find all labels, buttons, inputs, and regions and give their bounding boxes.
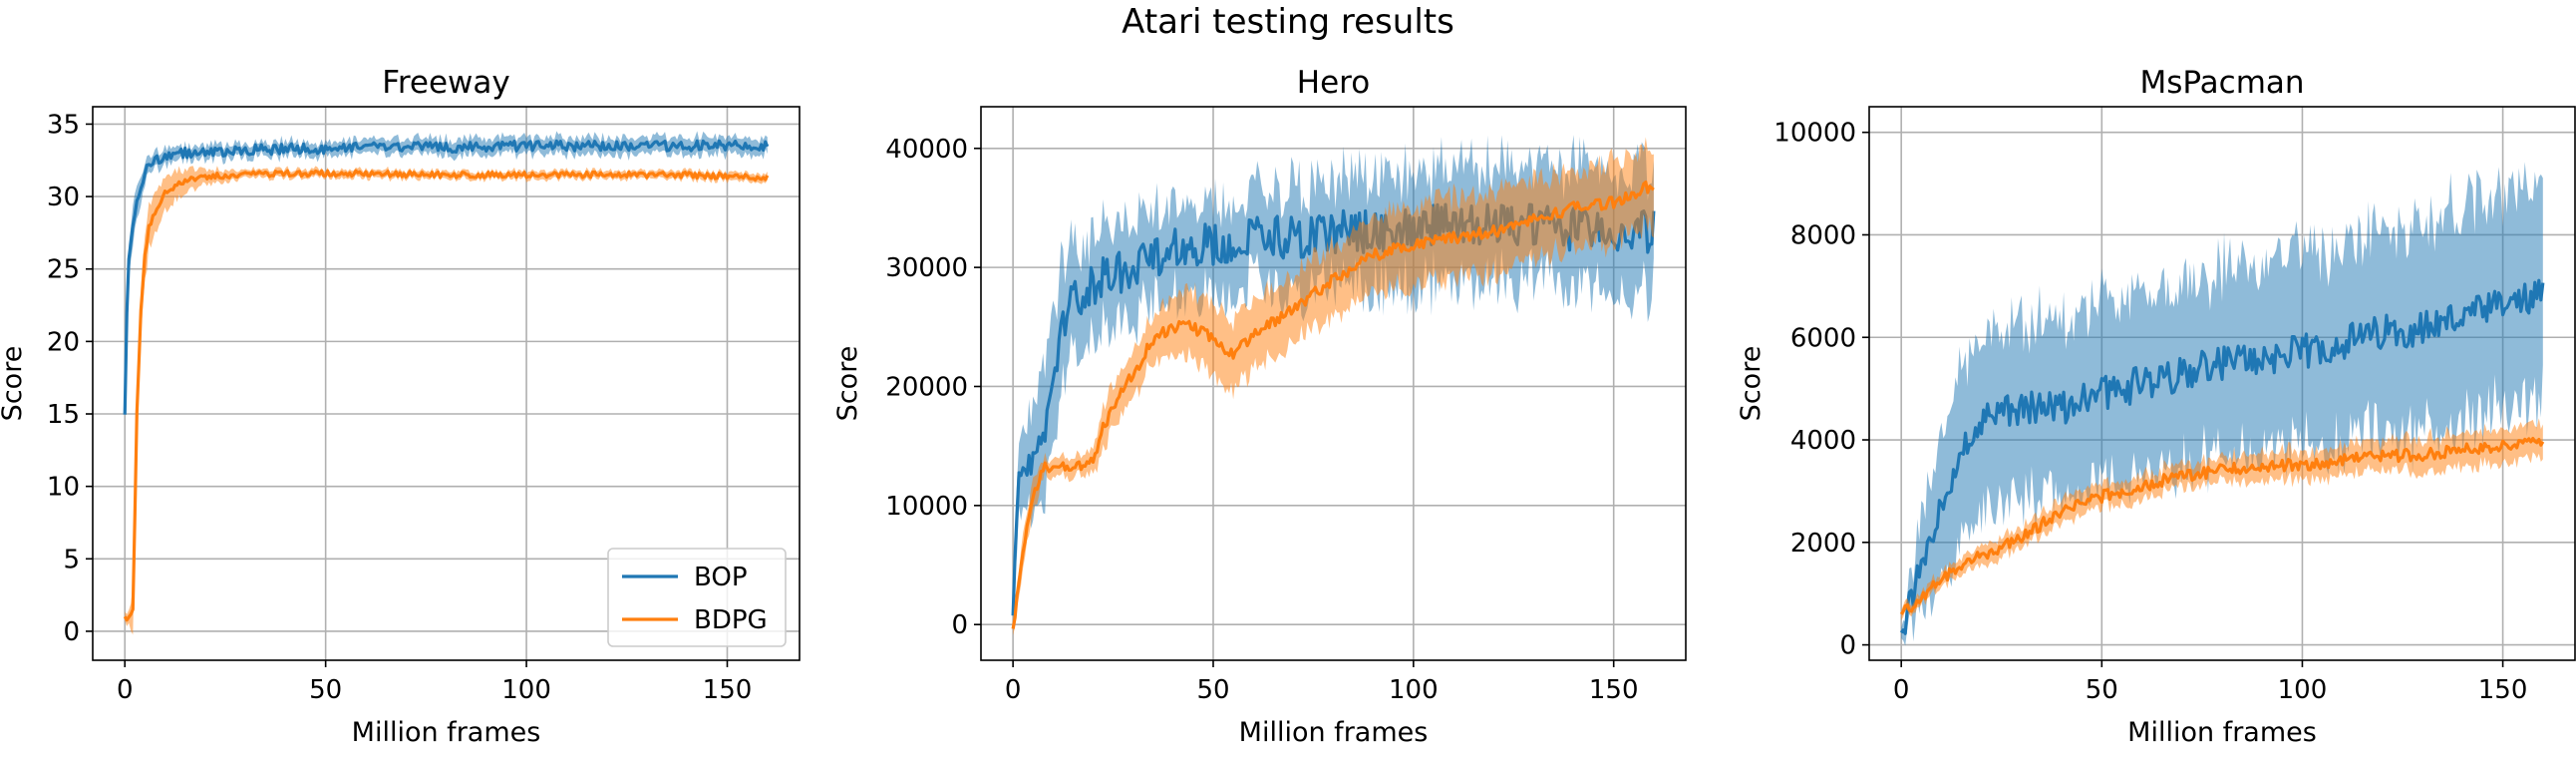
y-tick-label: 10000 xyxy=(1773,119,1856,149)
x-axis-label: Million frames xyxy=(1239,717,1429,748)
plot-area xyxy=(123,131,770,635)
y-tick-label: 0 xyxy=(1839,631,1856,661)
series-line-bop xyxy=(1899,278,2545,635)
y-tick-label: 25 xyxy=(47,255,80,285)
chart-panel-mspacman: 0 50 100 150 0 2000 4000 6000 8000 10000 MsPacman M… xyxy=(1736,65,2576,748)
chart-title: MsPacman xyxy=(2139,65,2304,101)
y-tick-label: 5 xyxy=(63,545,80,574)
y-axis-label: Score xyxy=(1736,346,1767,422)
y-axis-label: Score xyxy=(832,346,863,422)
series-band-bdpg xyxy=(1901,418,2543,620)
series-line-bop xyxy=(123,139,770,415)
chart-panel-freeway: 0 50 100 150 0 5 10 15 20 25 30 35 Freeway Million fr… xyxy=(0,65,801,748)
x-tick-label: 0 xyxy=(1893,675,1910,705)
plot-area xyxy=(1011,135,1656,636)
x-axis-label: Million frames xyxy=(2127,717,2317,748)
x-tick-label: 50 xyxy=(1196,675,1229,705)
axes-frame xyxy=(980,106,1687,661)
series-line-bdpg xyxy=(123,169,770,622)
y-tick-label: 2000 xyxy=(1790,529,1856,559)
series-band-bdpg xyxy=(1013,137,1654,636)
y-tick-label: 40000 xyxy=(885,135,968,165)
x-tick-label: 50 xyxy=(309,675,342,705)
x-tick-label: 100 xyxy=(501,675,551,705)
y-tick-label: 10000 xyxy=(885,492,968,522)
y-tick-label: 8000 xyxy=(1790,220,1856,250)
y-tick-label: 4000 xyxy=(1790,426,1856,456)
x-tick-label: 150 xyxy=(1589,675,1639,705)
legend: BOP BDPG xyxy=(607,548,787,647)
plot-area xyxy=(1899,162,2545,646)
y-tick-label: 0 xyxy=(951,610,968,640)
chart-title: Freeway xyxy=(382,65,509,101)
legend-label-bdpg: BDPG xyxy=(694,605,768,635)
x-tick-label: 0 xyxy=(117,675,134,705)
legend-label-bop: BOP xyxy=(694,563,748,592)
y-tick-label: 6000 xyxy=(1790,323,1856,353)
y-tick-label: 30 xyxy=(47,183,80,212)
y-tick-label: 0 xyxy=(63,617,80,647)
chart-title: Hero xyxy=(1297,65,1370,101)
x-tick-label: 100 xyxy=(2278,675,2328,705)
axes-frame xyxy=(1868,106,2576,661)
y-tick-label: 15 xyxy=(47,400,80,430)
series-band-bop xyxy=(1901,162,2543,646)
series-line-bdpg xyxy=(1011,180,1655,629)
x-tick-label: 150 xyxy=(703,675,753,705)
y-tick-label: 20 xyxy=(47,327,80,357)
series-line-bdpg xyxy=(1899,436,2545,615)
figure-title: Atari testing results xyxy=(1122,2,1454,42)
y-tick-label: 20000 xyxy=(885,372,968,402)
x-axis-label: Million frames xyxy=(352,717,541,748)
x-tick-label: 100 xyxy=(1389,675,1439,705)
y-tick-label: 35 xyxy=(47,110,80,140)
y-axis-label: Score xyxy=(0,346,28,422)
y-tick-label: 10 xyxy=(47,473,80,503)
axes-frame xyxy=(92,106,801,661)
legend-box xyxy=(607,548,787,647)
x-tick-label: 0 xyxy=(1005,675,1022,705)
x-tick-label: 150 xyxy=(2478,675,2528,705)
chart-panel-hero: 0 50 100 150 0 10000 20000 30000 40000 Hero Millio… xyxy=(832,65,1687,748)
x-tick-label: 50 xyxy=(2086,675,2118,705)
y-tick-label: 30000 xyxy=(885,253,968,283)
